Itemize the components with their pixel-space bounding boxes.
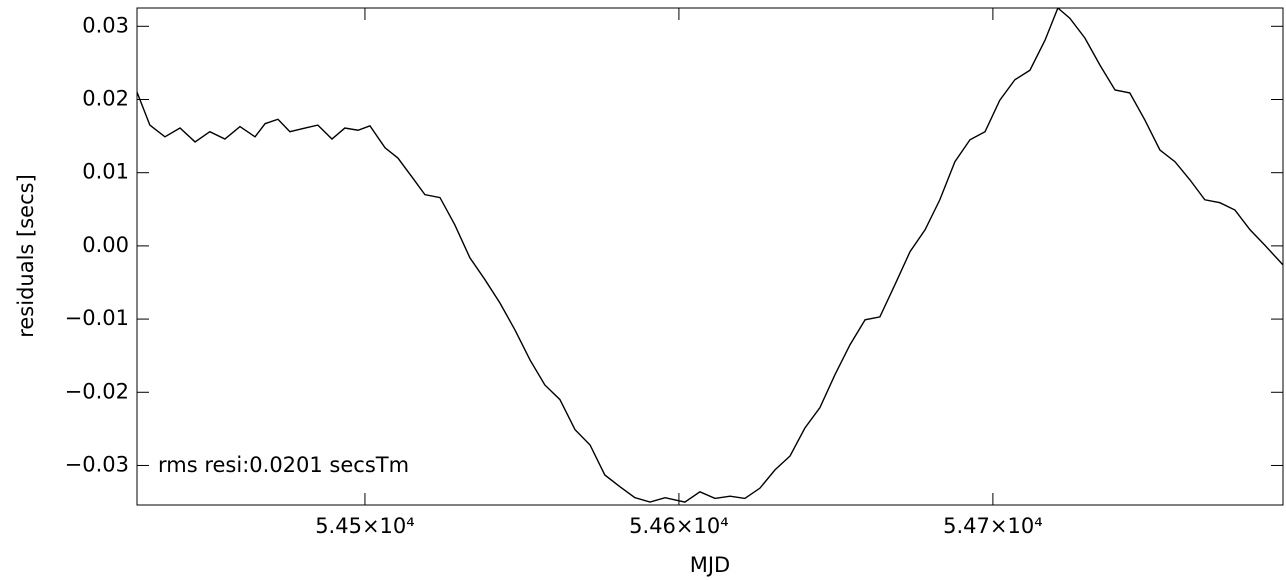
x-tick-label: 5.47×10⁴ [943,514,1043,538]
y-tick-label: 0.02 [82,86,129,110]
y-tick-label: −0.02 [65,379,129,403]
annotation: rms resi:0.0201 secsTm [158,453,409,477]
y-tick-label: −0.03 [65,452,129,476]
plot-frame [136,7,1284,506]
y-tick-label: 0.00 [82,233,129,257]
x-tick-label: 5.45×10⁴ [315,514,415,538]
x-axis-label: MJD [690,553,730,577]
y-axis-label: residuals [secs] [14,174,38,338]
data-line [137,8,1283,503]
y-tick-label: 0.01 [82,160,129,184]
x-tick-label: 5.46×10⁴ [629,514,729,538]
y-tick-label: −0.01 [65,306,129,330]
y-tick-label: 0.03 [82,13,129,37]
